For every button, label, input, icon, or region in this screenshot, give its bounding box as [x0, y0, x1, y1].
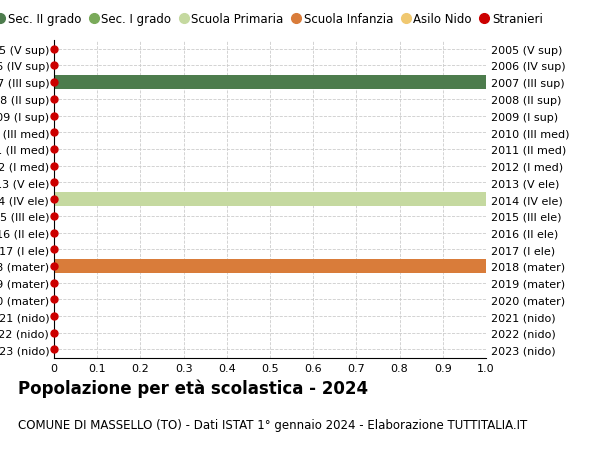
Point — [49, 230, 59, 237]
Point — [49, 196, 59, 203]
Point — [49, 313, 59, 320]
Point — [49, 46, 59, 53]
Point — [49, 263, 59, 270]
Point — [49, 346, 59, 353]
Bar — [54, 259, 486, 274]
Point — [49, 129, 59, 137]
Point — [49, 79, 59, 87]
Point — [49, 280, 59, 287]
Point — [49, 162, 59, 170]
Point — [49, 146, 59, 153]
Bar — [54, 76, 486, 90]
Point — [49, 330, 59, 337]
Point — [49, 296, 59, 303]
Text: Popolazione per età scolastica - 2024: Popolazione per età scolastica - 2024 — [18, 379, 368, 397]
Bar — [54, 193, 486, 207]
Text: COMUNE DI MASSELLO (TO) - Dati ISTAT 1° gennaio 2024 - Elaborazione TUTTITALIA.I: COMUNE DI MASSELLO (TO) - Dati ISTAT 1° … — [18, 418, 527, 431]
Legend: Sec. II grado, Sec. I grado, Scuola Primaria, Scuola Infanzia, Asilo Nido, Stran: Sec. II grado, Sec. I grado, Scuola Prim… — [0, 8, 547, 31]
Point — [49, 62, 59, 70]
Point — [49, 112, 59, 120]
Point — [49, 179, 59, 187]
Point — [49, 96, 59, 103]
Point — [49, 213, 59, 220]
Point — [49, 246, 59, 253]
